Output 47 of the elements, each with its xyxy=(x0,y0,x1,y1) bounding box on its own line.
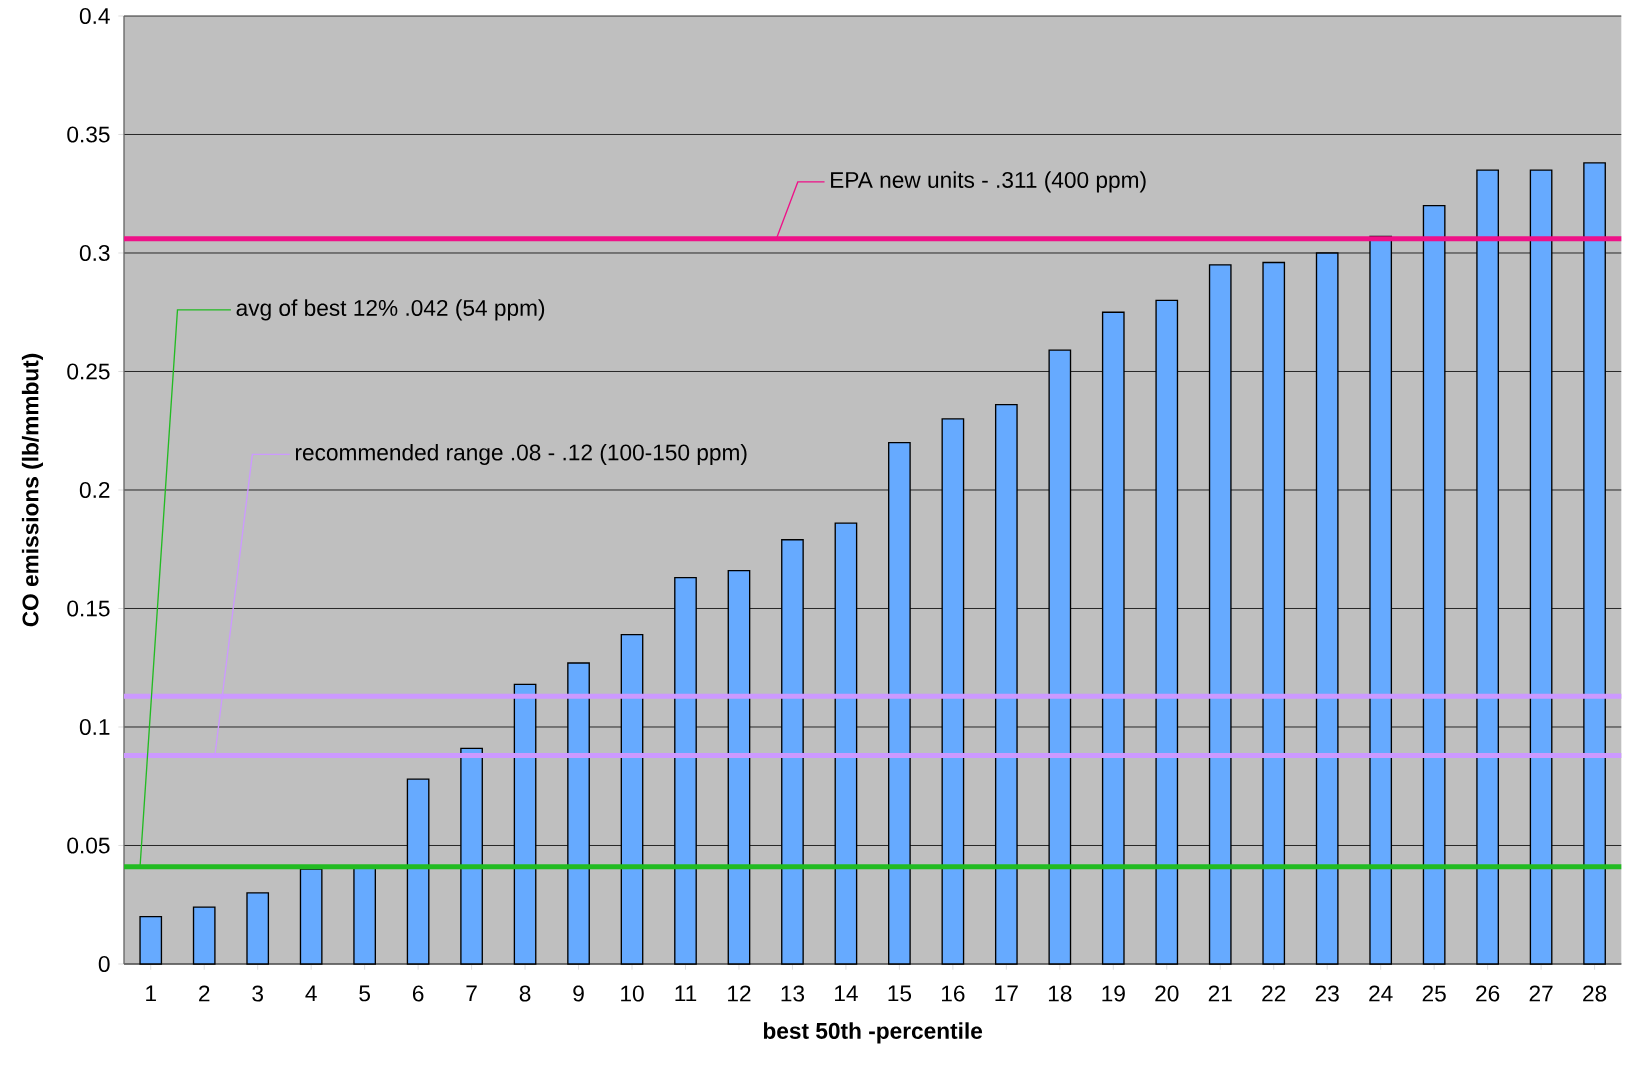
x-tick-label: 3 xyxy=(252,985,263,1002)
y-tick-label: 0.05 xyxy=(67,837,110,854)
y-axis-title: CO emissions (lb/mmbut) xyxy=(21,353,43,627)
bar xyxy=(192,906,216,965)
x-tick-label: 12 xyxy=(728,985,751,1002)
x-tick-label: 13 xyxy=(781,985,805,1002)
ref-line-label: EPA new units - .311 (400 ppm) xyxy=(831,171,1146,193)
x-tick-label: 25 xyxy=(1422,985,1446,1002)
y-tick-label: 0 xyxy=(98,955,110,973)
x-tick-label: 22 xyxy=(1262,985,1286,1002)
ref-line-label: recommended range .08 - .12 (100-150 ppm) xyxy=(295,443,747,466)
x-tick-label: 2 xyxy=(199,985,210,1002)
x-tick-label: 23 xyxy=(1315,985,1339,1002)
y-tick-label: 0.2 xyxy=(79,481,110,499)
x-tick-label: 4 xyxy=(305,985,317,1002)
x-tick-label: 7 xyxy=(466,985,477,1002)
x-tick-label: 15 xyxy=(888,985,912,1002)
y-tick-label: 0.4 xyxy=(79,7,110,25)
x-axis-title: best 50th -percentile xyxy=(763,1022,983,1044)
x-tick-label: 8 xyxy=(519,985,531,1002)
x-tick-label: 24 xyxy=(1369,985,1393,1002)
y-tick-label: 0.3 xyxy=(79,244,110,262)
x-tick-label: 21 xyxy=(1208,985,1232,1002)
x-tick-label: 27 xyxy=(1529,985,1553,1002)
x-tick-label: 10 xyxy=(621,985,644,1002)
x-tick-label: 14 xyxy=(835,985,858,1002)
x-tick-label: 6 xyxy=(412,985,424,1002)
x-tick-label: 20 xyxy=(1155,985,1179,1002)
y-tick-label: 0.15 xyxy=(67,600,110,617)
bar xyxy=(299,868,323,965)
x-tick-label: 5 xyxy=(359,985,370,1002)
x-tick-label: 18 xyxy=(1048,985,1072,1002)
bar xyxy=(139,915,163,965)
x-tick-label: 1 xyxy=(146,985,156,1002)
bar xyxy=(246,892,270,965)
x-tick-label: 16 xyxy=(942,985,965,1002)
x-tick-label: 19 xyxy=(1102,985,1125,1002)
y-tick-label: 0.1 xyxy=(79,718,110,736)
y-tick-label: 0.35 xyxy=(67,126,110,143)
x-tick-label: 17 xyxy=(995,985,1018,1002)
bar xyxy=(353,866,376,965)
x-tick-label: 9 xyxy=(573,985,584,1002)
x-tick-label: 11 xyxy=(675,985,697,1002)
x-tick-label: 26 xyxy=(1476,985,1500,1002)
x-tick-label: 28 xyxy=(1583,985,1607,1002)
ref-line-label: avg of best 12% .042 (54 ppm) xyxy=(236,299,545,321)
y-tick-label: 0.25 xyxy=(67,363,110,380)
